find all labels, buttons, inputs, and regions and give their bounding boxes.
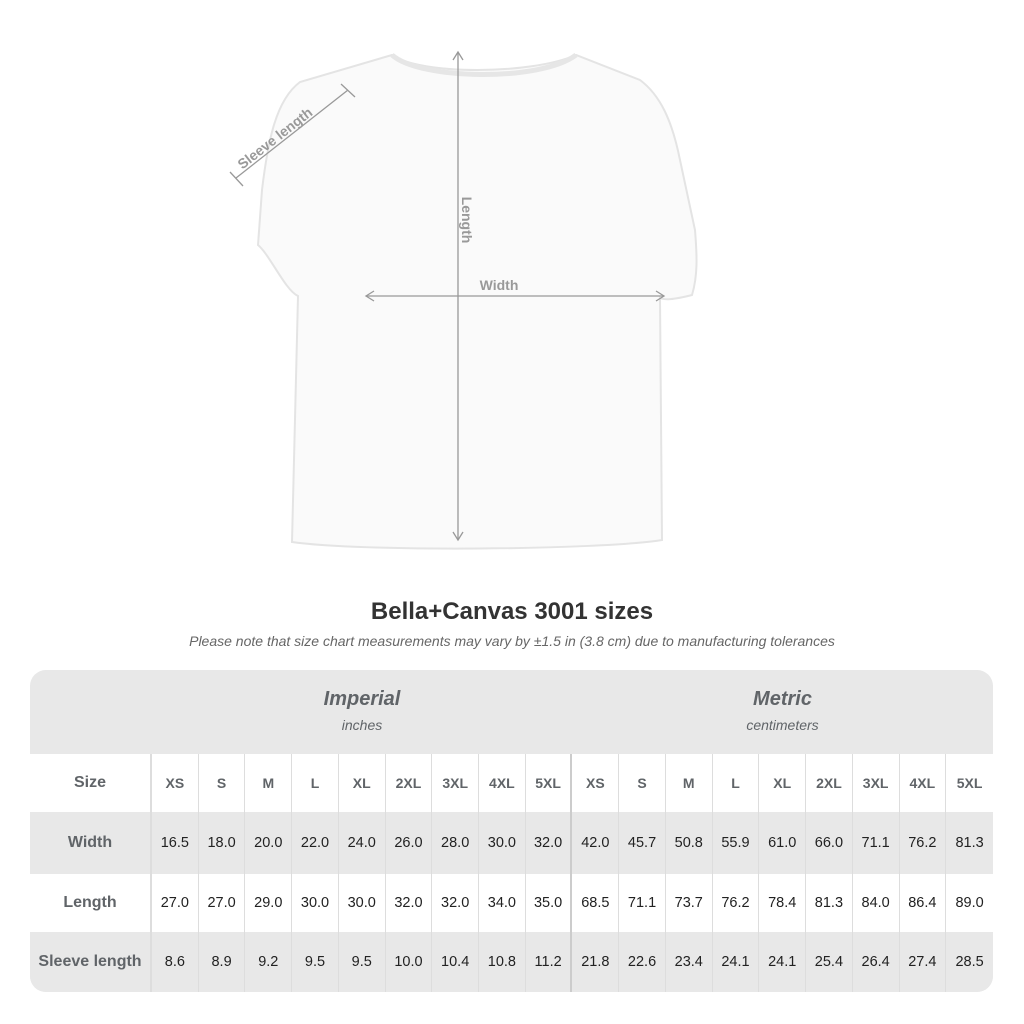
table-cell: 32.0 xyxy=(432,874,480,932)
table-cell: 29.0 xyxy=(245,874,293,932)
size-column-header: M xyxy=(245,754,293,812)
size-column-header: XL xyxy=(759,754,807,812)
table-cell: 34.0 xyxy=(479,874,526,932)
size-column-header: 4XL xyxy=(900,754,947,812)
row-label: Size xyxy=(30,754,152,812)
table-cell: 32.0 xyxy=(386,874,433,932)
table-cell: 45.7 xyxy=(619,812,666,874)
size-column-header: XL xyxy=(339,754,386,812)
table-cell: 30.0 xyxy=(292,874,339,932)
table-row: Length 27.0 27.0 29.0 30.0 30.0 32.0 32.0 34.0 35… xyxy=(30,874,993,932)
table-cell: 76.2 xyxy=(713,874,760,932)
length-label: Length xyxy=(459,197,475,244)
table-cell: 61.0 xyxy=(759,812,807,874)
table-cell: 26.0 xyxy=(386,812,433,874)
table-cell: 66.0 xyxy=(806,812,853,874)
row-label: Sleeve length xyxy=(30,932,152,992)
size-header-row: Size XS S M L XL 2XL 3XL 4XL 5XL XS S M L XL 2XL 3XL 4XL 5… xyxy=(30,754,993,812)
table-cell: 10.8 xyxy=(479,932,526,992)
table-cell: 9.2 xyxy=(245,932,293,992)
table-cell: 28.5 xyxy=(955,954,984,970)
table-cell: 24.1 xyxy=(713,932,760,992)
table-cell: 73.7 xyxy=(666,874,713,932)
tshirt-diagram: Sleeve length Length Width xyxy=(229,50,698,550)
size-column-header: 3XL xyxy=(853,754,900,812)
metric-unit: centimeters xyxy=(746,717,819,733)
table-cell: 71.1 xyxy=(619,874,666,932)
size-table: Imperial inches Metric centimeters Size X… xyxy=(30,670,993,992)
imperial-unit: inches xyxy=(341,717,383,733)
imperial-header: Imperial inches xyxy=(152,670,572,754)
size-column-header: 5XL xyxy=(956,775,983,791)
table-cell: 8.6 xyxy=(152,932,199,992)
size-column-header: 2XL xyxy=(806,754,853,812)
table-cell: 71.1 xyxy=(853,812,900,874)
table-cell: 42.0 xyxy=(572,812,620,874)
table-cell: 25.4 xyxy=(806,932,853,992)
size-column-header: L xyxy=(713,754,760,812)
table-cell: 22.6 xyxy=(619,932,666,992)
table-cell: 16.5 xyxy=(152,812,199,874)
size-column-header: M xyxy=(666,754,713,812)
table-cell: 27.4 xyxy=(900,932,947,992)
table-cell: 10.0 xyxy=(386,932,433,992)
size-column-header: S xyxy=(619,754,666,812)
table-cell: 11.2 xyxy=(526,932,573,992)
size-column-header: 3XL xyxy=(432,754,480,812)
imperial-title: Imperial xyxy=(323,688,401,710)
table-cell: 89.0 xyxy=(955,895,984,911)
table-row: Width 16.5 18.0 20.0 22.0 24.0 26.0 28.0 30.0 32.… xyxy=(30,812,993,874)
size-column-header: 5XL xyxy=(526,754,573,812)
table-cell: 21.8 xyxy=(572,932,620,992)
size-column-header: 4XL xyxy=(479,754,526,812)
table-cell: 78.4 xyxy=(759,874,807,932)
table-cell: 76.2 xyxy=(900,812,947,874)
size-column-header: XS xyxy=(152,754,199,812)
table-cell: 22.0 xyxy=(292,812,339,874)
measure-lines xyxy=(229,50,666,542)
table-cell: 24.0 xyxy=(339,812,386,874)
table-cell: 20.0 xyxy=(245,812,293,874)
width-label: Width xyxy=(480,277,519,293)
size-column-header: S xyxy=(199,754,246,812)
row-label: Width xyxy=(30,812,152,874)
table-cell: 18.0 xyxy=(199,812,246,874)
table-cell: 81.3 xyxy=(806,874,853,932)
table-cell: 81.3 xyxy=(955,835,984,851)
size-column-header: L xyxy=(292,754,339,812)
table-cell: 28.0 xyxy=(432,812,480,874)
tolerance-note: Please note that size chart measurements… xyxy=(189,633,835,649)
table-cell: 30.0 xyxy=(479,812,526,874)
table-cell: 86.4 xyxy=(900,874,947,932)
table-cell: 32.0 xyxy=(526,812,573,874)
table-cell: 9.5 xyxy=(292,932,339,992)
table-cell: 84.0 xyxy=(853,874,900,932)
table-cell: 50.8 xyxy=(666,812,713,874)
table-cell: 24.1 xyxy=(759,932,807,992)
size-column-header: 2XL xyxy=(386,754,433,812)
table-cell: 8.9 xyxy=(199,932,246,992)
table-cell: 27.0 xyxy=(199,874,246,932)
row-label: Length xyxy=(30,874,152,932)
table-cell: 10.4 xyxy=(432,932,480,992)
tshirt-illustration xyxy=(256,53,698,550)
table-cell: 9.5 xyxy=(339,932,386,992)
table-cell: 26.4 xyxy=(853,932,900,992)
table-cell: 23.4 xyxy=(666,932,713,992)
table-cell: 27.0 xyxy=(152,874,199,932)
table-row: Sleeve length 8.6 8.9 9.2 9.5 9.5 10.0 10.4 10.8… xyxy=(30,932,993,992)
metric-header: Metric centimeters xyxy=(572,670,993,754)
table-cell: 55.9 xyxy=(713,812,760,874)
metric-title: Metric xyxy=(753,688,812,710)
table-cell: 35.0 xyxy=(526,874,573,932)
table-cell: 68.5 xyxy=(572,874,620,932)
size-column-header: XS xyxy=(572,754,620,812)
chart-title: Bella+Canvas 3001 sizes xyxy=(370,598,654,625)
table-cell: 30.0 xyxy=(339,874,386,932)
